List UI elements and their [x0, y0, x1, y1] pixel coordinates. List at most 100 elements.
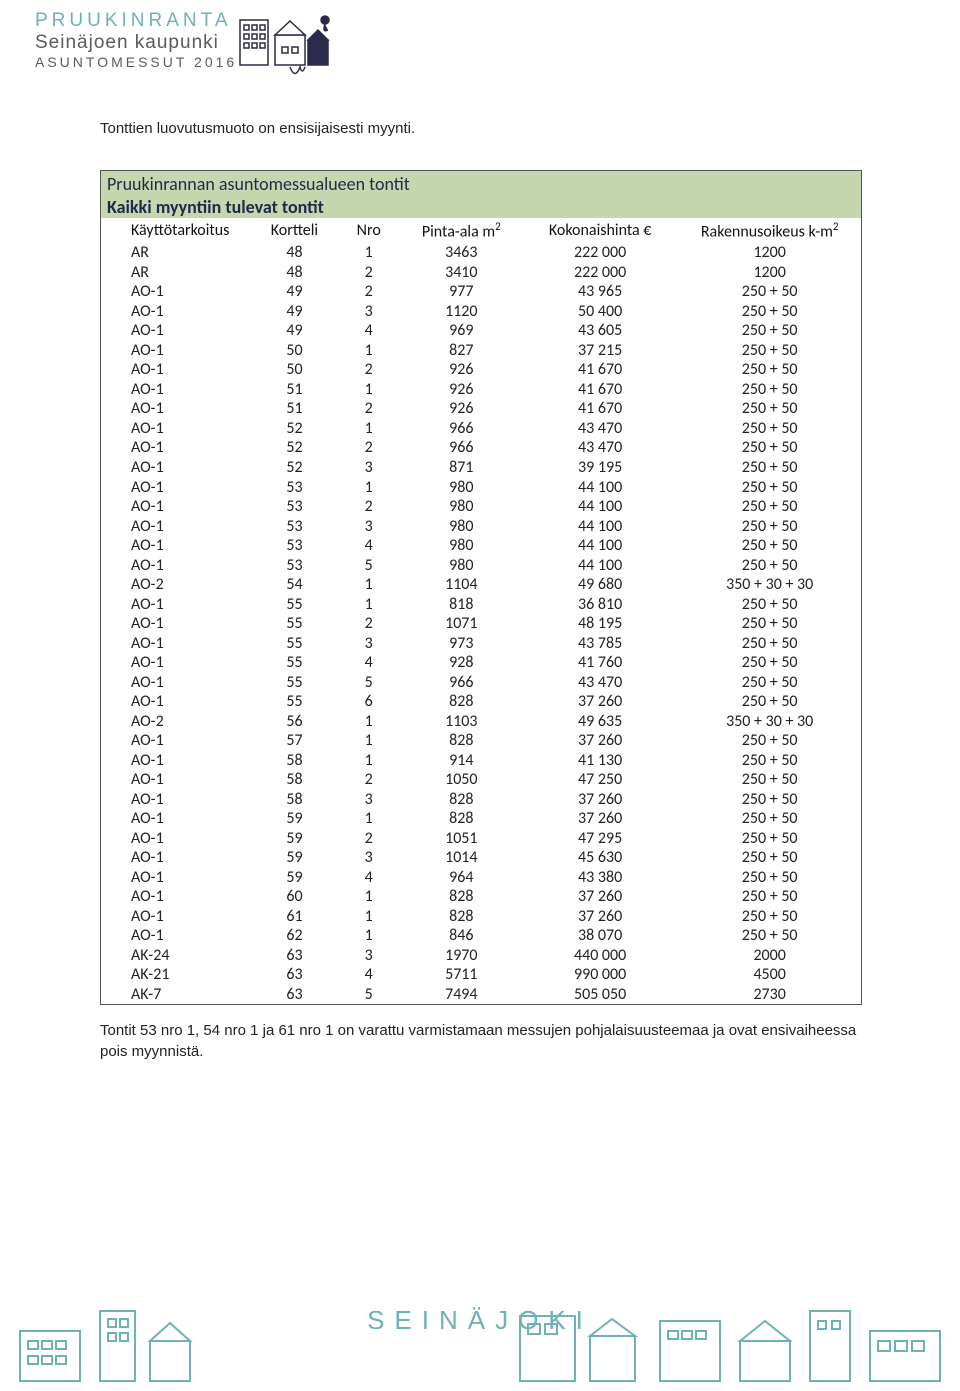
table-row: AO-2541110449 680350 + 30 + 30 — [101, 575, 861, 595]
table-cell: 43 785 — [522, 634, 678, 654]
table-cell: 63 — [252, 965, 337, 985]
table-cell: AO-1 — [101, 360, 252, 380]
table-cell: 2 — [337, 399, 401, 419]
table-row: AO-2561110349 635350 + 30 + 30 — [101, 712, 861, 732]
table-cell: AO-1 — [101, 458, 252, 478]
table-cell: 250 + 50 — [678, 673, 861, 693]
table-cell: 250 + 50 — [678, 419, 861, 439]
table-row: AO-151292641 670250 + 50 — [101, 399, 861, 419]
table-cell: 53 — [252, 536, 337, 556]
table-cell: 1 — [337, 907, 401, 927]
table-cell: 38 070 — [522, 926, 678, 946]
table-row: AO-155181836 810250 + 50 — [101, 595, 861, 615]
table-cell: 250 + 50 — [678, 341, 861, 361]
table-cell: 250 + 50 — [678, 399, 861, 419]
table-cell: 250 + 50 — [678, 887, 861, 907]
table-cell: 1 — [337, 380, 401, 400]
table-cell: AO-1 — [101, 751, 252, 771]
table-cell: 1103 — [401, 712, 522, 732]
table-cell: 2 — [337, 614, 401, 634]
table-cell: AK-24 — [101, 946, 252, 966]
table-cell: AO-1 — [101, 848, 252, 868]
table-cell: AO-1 — [101, 341, 252, 361]
table-cell: 4 — [337, 653, 401, 673]
table-cell: 58 — [252, 751, 337, 771]
table-cell: 1970 — [401, 946, 522, 966]
table-cell: 63 — [252, 985, 337, 1005]
table-cell: 250 + 50 — [678, 536, 861, 556]
table-row: AO-153298044 100250 + 50 — [101, 497, 861, 517]
table-cell: 41 670 — [522, 380, 678, 400]
table-cell: 47 295 — [522, 829, 678, 849]
table-cell: 36 810 — [522, 595, 678, 615]
table-cell: 4 — [337, 536, 401, 556]
table-cell: 49 635 — [522, 712, 678, 732]
table-cell: 250 + 50 — [678, 653, 861, 673]
table-cell: 1 — [337, 887, 401, 907]
table-cell: 53 — [252, 478, 337, 498]
table-cell: 5 — [337, 673, 401, 693]
table-cell: 53 — [252, 517, 337, 537]
table-cell: 47 250 — [522, 770, 678, 790]
logo-line3: ASUNTOMESSUT 2016 — [35, 54, 237, 70]
table-cell: 37 260 — [522, 907, 678, 927]
table-cell: AO-1 — [101, 302, 252, 322]
table-cell: 828 — [401, 692, 522, 712]
table-row: AO-159496443 380250 + 50 — [101, 868, 861, 888]
table-cell: 45 630 — [522, 848, 678, 868]
table-cell: AO-1 — [101, 595, 252, 615]
table-cell: 914 — [401, 751, 522, 771]
table-cell: 926 — [401, 380, 522, 400]
table-row: AO-155596643 470250 + 50 — [101, 673, 861, 693]
table-cell: 2 — [337, 438, 401, 458]
table-cell: 2 — [337, 497, 401, 517]
table-cell: 43 965 — [522, 282, 678, 302]
table-cell: 48 — [252, 243, 337, 263]
table-cell: 49 — [252, 282, 337, 302]
table-cell: 55 — [252, 692, 337, 712]
table-cell: AO-1 — [101, 926, 252, 946]
table-cell: 48 195 — [522, 614, 678, 634]
table-cell: 55 — [252, 595, 337, 615]
table-title-line1: Pruukinrannan asuntomessualueen tontit — [107, 173, 855, 196]
table-row: AO-152296643 470250 + 50 — [101, 438, 861, 458]
table-cell: AR — [101, 263, 252, 283]
table-cell: 980 — [401, 536, 522, 556]
col-kayttotarkoitus: Käyttötarkoitus — [101, 218, 252, 243]
table-cell: AO-1 — [101, 770, 252, 790]
table-cell: 37 260 — [522, 692, 678, 712]
table-cell: 250 + 50 — [678, 829, 861, 849]
table-cell: 1051 — [401, 829, 522, 849]
footer-brand: SEINÄJOKI — [0, 1305, 960, 1336]
table-cell: 3463 — [401, 243, 522, 263]
table-cell: AO-1 — [101, 321, 252, 341]
table-cell: 41 130 — [522, 751, 678, 771]
table-cell: 505 050 — [522, 985, 678, 1005]
col-kortteli: Kortteli — [252, 218, 337, 243]
table-cell: AO-1 — [101, 673, 252, 693]
table-cell: 871 — [401, 458, 522, 478]
table-cell: 440 000 — [522, 946, 678, 966]
table-title-block: Pruukinrannan asuntomessualueen tontit K… — [101, 171, 861, 218]
table-cell: 39 195 — [522, 458, 678, 478]
table-cell: 4 — [337, 868, 401, 888]
table-cell: 250 + 50 — [678, 907, 861, 927]
table-cell: 818 — [401, 595, 522, 615]
table-cell: 250 + 50 — [678, 731, 861, 751]
table-cell: 4 — [337, 965, 401, 985]
table-cell: 5711 — [401, 965, 522, 985]
table-cell: 43 470 — [522, 673, 678, 693]
table-cell: 49 — [252, 302, 337, 322]
table-cell: 3 — [337, 302, 401, 322]
table-cell: AO-1 — [101, 438, 252, 458]
table-cell: 250 + 50 — [678, 926, 861, 946]
table-row: AO-157182837 260250 + 50 — [101, 731, 861, 751]
table-cell: 250 + 50 — [678, 458, 861, 478]
table-cell: 1 — [337, 731, 401, 751]
table-cell: 59 — [252, 868, 337, 888]
table-cell: 55 — [252, 614, 337, 634]
table-cell: 1014 — [401, 848, 522, 868]
table-cell: 1 — [337, 575, 401, 595]
table-row: AO-151192641 670250 + 50 — [101, 380, 861, 400]
table-cell: 250 + 50 — [678, 809, 861, 829]
